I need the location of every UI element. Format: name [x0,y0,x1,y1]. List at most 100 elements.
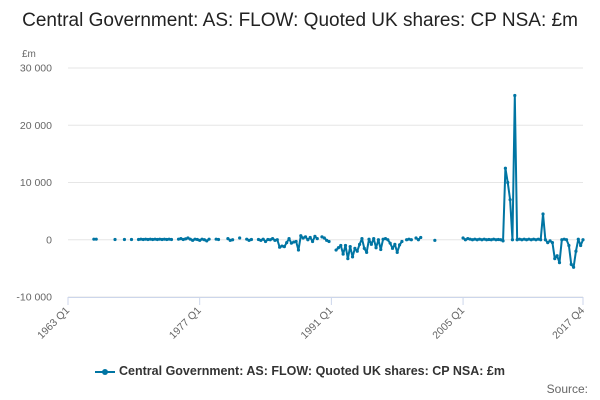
y-tick-label: 20 000 [20,120,52,132]
data-point [167,237,171,241]
data-point [360,237,364,241]
data-point [350,255,355,259]
data-point [397,243,402,247]
data-point [564,238,569,242]
data-point [494,238,498,242]
data-point [155,237,159,242]
data-point [285,241,289,245]
data-point [506,180,510,185]
x-axis: 1963 Q1 1977 Q1 1991 Q1 2005 Q1 2017 Q4 [35,297,587,342]
data-point [348,245,352,249]
data-point [414,236,418,240]
data-point [487,237,491,242]
data-point [395,250,399,254]
data-point [158,237,162,241]
data-point [151,237,155,242]
legend[interactable]: Central Government: AS: FLOW: Quoted UK … [0,364,600,378]
data-point [341,252,345,256]
data-point [576,237,580,241]
source-label: Source: [546,382,588,396]
data-point [409,238,413,242]
data-point [270,237,275,241]
data-point [238,236,242,240]
data-point [282,245,286,249]
data-point [555,254,559,258]
y-tick-label: 30 000 [20,63,52,75]
data-point [569,262,573,266]
data-point [129,237,134,242]
data-point [369,242,373,246]
data-point [231,238,235,242]
data-point [365,250,369,254]
data-point [513,93,517,98]
data-point [205,239,209,243]
data-point [461,236,465,240]
data-point [543,238,547,242]
data-point [539,238,543,242]
legend-label: Central Government: AS: FLOW: Quoted UK … [119,364,505,378]
data-point [484,238,489,242]
x-tick-label: 2005 Q1 [430,305,467,342]
x-tick-label: 1977 Q1 [167,305,204,342]
data-point [263,239,268,244]
data-point [146,237,150,242]
data-point [393,242,397,246]
data-point [249,237,254,242]
data-point [153,237,157,241]
data-point [287,237,291,241]
data-point [386,238,390,242]
data-point [92,237,96,241]
data-point [310,239,315,244]
y-tick-label: -10 000 [16,292,52,304]
legend-swatch [95,368,116,376]
data-point [261,237,265,241]
data-point [313,234,317,238]
data-point [322,236,326,240]
data-point [266,237,270,242]
data-point [567,243,571,248]
data-point [139,237,143,241]
data-point [296,248,301,252]
data-point [144,237,148,241]
data-point [160,237,164,242]
data-point [308,235,312,240]
data-point [275,238,279,242]
data-point [379,247,383,252]
data-point [136,237,141,242]
data-point [571,265,576,269]
data-point [367,237,371,241]
data-point [94,237,98,241]
data-point [165,237,169,242]
chart-title: Central Government: AS: FLOW: Quoted UK … [22,10,578,31]
y-axis-unit: £m [22,49,36,60]
data-point [372,237,376,241]
y-tick-label: 10 000 [20,177,52,189]
data-point [148,237,152,241]
data-point [503,166,507,170]
data-point [339,243,343,248]
x-tick-label: 2017 Q4 [550,305,587,342]
data-point [496,237,500,242]
data-point [226,237,230,241]
data-point [374,246,378,250]
data-point [299,234,303,238]
y-tick-label: 0 [46,234,52,246]
data-point [336,246,341,250]
data-point [207,237,211,241]
data-point [419,235,423,240]
data-point [433,238,437,242]
y-tick-labels: -10 000 0 10 000 20 000 30 000 [16,63,52,304]
data-point [581,238,585,242]
data-point [303,235,308,239]
data-point [113,237,117,242]
data-point [122,237,127,242]
data-point [546,241,550,245]
data-point [216,237,221,242]
data-point [541,212,545,216]
x-tick-label: 1991 Q1 [299,305,336,342]
data-point [416,238,420,242]
data-point [400,239,404,244]
data-point [510,238,515,242]
data-point [306,238,310,242]
